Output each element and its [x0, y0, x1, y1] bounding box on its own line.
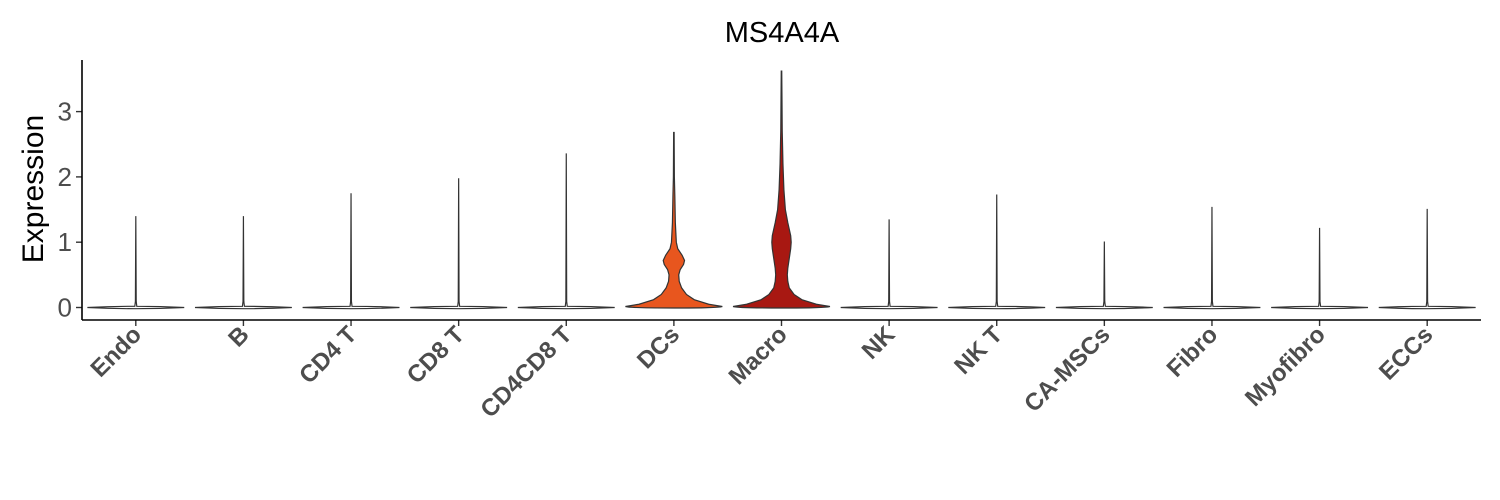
- violin-cd8-t: [410, 178, 508, 310]
- x-tick-label-fibro: Fibro: [1162, 321, 1224, 383]
- y-axis-label: Expression: [17, 115, 50, 263]
- y-tick-label-2: 2: [58, 162, 72, 192]
- violin-nk-t: [948, 194, 1046, 310]
- x-tick-label-myofibro: Myofibro: [1240, 321, 1331, 412]
- x-tick-label-eccs: ECCs: [1374, 321, 1438, 385]
- x-tick-label-endo: Endo: [86, 321, 148, 383]
- violin-cd4-t: [302, 193, 400, 310]
- x-tick-label-macro: Macro: [724, 321, 793, 390]
- violin-ca-mscs: [1055, 241, 1153, 310]
- x-axis-ticks: Endo B CD4 T CD8 T CD4CD8 T DCs Macro NK NK T CA-…: [86, 320, 1438, 423]
- x-tick-label-nk-t: NK T: [949, 321, 1008, 380]
- violin-b: [194, 216, 292, 310]
- violin-myofibro: [1271, 227, 1369, 310]
- violin-fibro: [1163, 206, 1261, 310]
- violin-eccs: [1378, 208, 1476, 310]
- violin-macro: [732, 70, 831, 309]
- x-tick-label-nk: NK: [857, 321, 901, 365]
- violin-cd4cd8-t: [517, 153, 615, 310]
- x-tick-label-b: B: [223, 321, 254, 352]
- y-tick-label-1: 1: [58, 227, 72, 257]
- y-tick-label-0: 0: [58, 293, 72, 323]
- violin-endo: [87, 216, 185, 310]
- violin-nk: [840, 219, 938, 310]
- x-tick-label-cd4-t: CD4 T: [294, 321, 362, 389]
- y-tick-label-3: 3: [58, 97, 72, 127]
- y-axis-ticks: 0 1 2 3: [58, 97, 82, 323]
- chart-title: MS4A4A: [725, 17, 840, 49]
- x-tick-label-ca-mscs: CA-MSCs: [1019, 321, 1115, 417]
- violin-group: [87, 70, 1476, 310]
- violin-dcs: [625, 131, 723, 309]
- x-tick-label-cd4cd8-t: CD4CD8 T: [475, 321, 577, 423]
- x-tick-label-cd8-t: CD8 T: [402, 321, 470, 389]
- x-tick-label-dcs: DCs: [632, 321, 685, 374]
